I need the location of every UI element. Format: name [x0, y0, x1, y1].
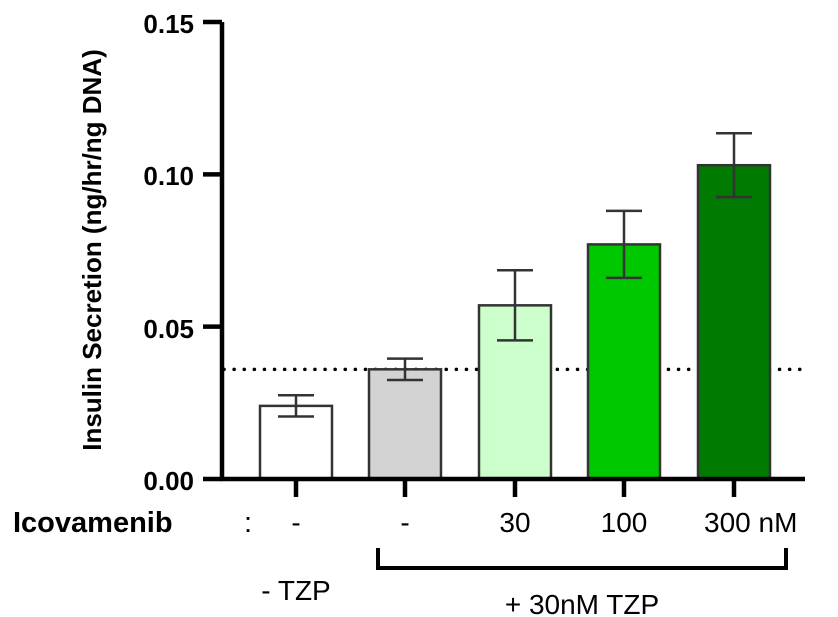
row-label: Icovamenib — [13, 507, 173, 539]
group-label: - TZP — [261, 575, 330, 606]
category-label: 100 — [601, 507, 648, 538]
bar — [367, 368, 443, 481]
group-label: + 30nM TZP — [505, 589, 659, 617]
y-tick-label: 0.10 — [143, 161, 194, 191]
category-label: 30 — [499, 507, 530, 538]
category-label: 300 nM — [704, 507, 797, 538]
group-bracket — [376, 548, 788, 570]
bar — [586, 243, 662, 481]
category-label: - — [291, 507, 300, 538]
y-tick-label: 0.05 — [143, 314, 194, 344]
y-tick-label: 0.15 — [143, 9, 194, 39]
y-axis-title: Insulin Secretion (ng/hr/ng DNA) — [77, 49, 107, 451]
bar — [696, 163, 772, 481]
y-tick-label: 0.00 — [143, 466, 194, 496]
row-label-suffix: : — [244, 507, 252, 539]
category-label: - — [400, 507, 409, 538]
